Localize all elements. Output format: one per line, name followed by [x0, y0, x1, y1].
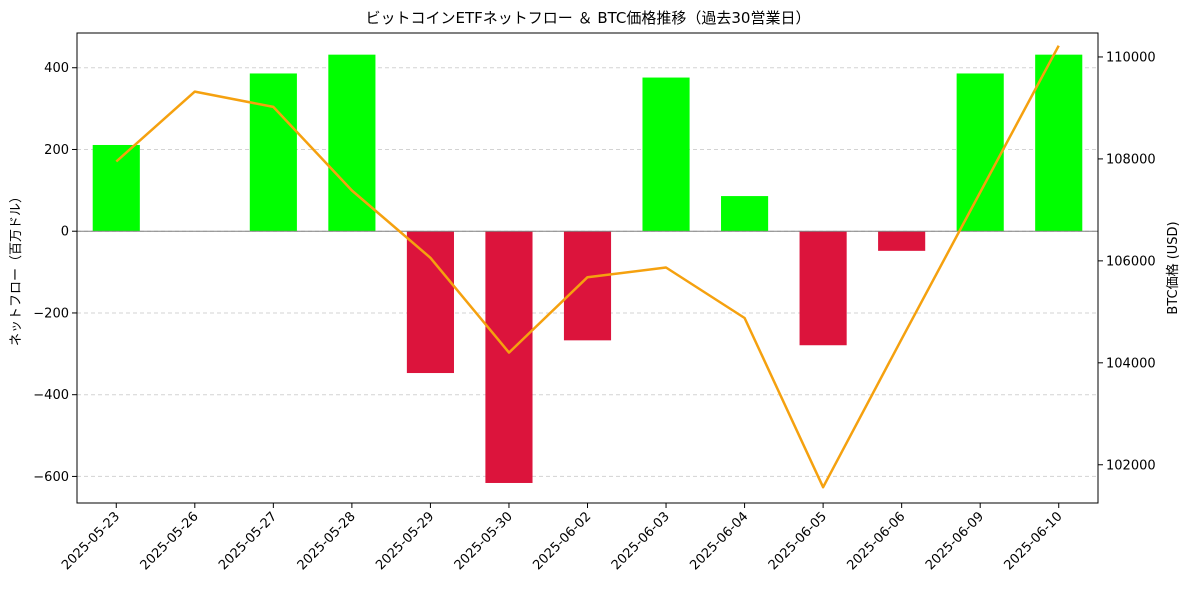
flow-bar [956, 73, 1004, 232]
x-tick-label: 2025-05-27 [216, 509, 280, 573]
flow-bar [1035, 54, 1083, 232]
y-tick-label: 400 [44, 61, 69, 76]
right-axis-title: BTC価格 (USD) [1165, 221, 1181, 314]
flow-bar [249, 73, 297, 232]
flow-bar [563, 231, 612, 341]
flow-bar [642, 77, 690, 232]
flow-bar [328, 54, 376, 232]
x-tick-label: 2025-06-02 [530, 509, 594, 573]
left-axis-title: ネットフロー（百万ドル） [9, 190, 24, 346]
y2-tick-label: 106000 [1106, 254, 1156, 269]
flow-bar [485, 231, 533, 483]
flow-bar [878, 231, 926, 251]
btc-price-line [115, 45, 1060, 489]
y2-tick-label: 102000 [1106, 458, 1156, 473]
y2-tick-label: 104000 [1106, 356, 1156, 371]
y2-tick-label: 108000 [1106, 152, 1156, 167]
x-tick-label: 2025-06-04 [687, 509, 751, 573]
x-tick-label: 2025-06-10 [1002, 509, 1066, 573]
x-tick-label: 2025-05-30 [452, 509, 516, 573]
flow-bar [92, 144, 140, 232]
right-y-axis: 110000 108000 106000 104000 102000 [1098, 50, 1156, 473]
x-tick-label: 2025-05-26 [138, 509, 202, 573]
chart-title: ビットコインETFネットフロー ＆ BTC価格推移（過去30営業日） [366, 9, 811, 27]
left-y-axis: 400 200 0 −200 −400 −600 [33, 61, 77, 485]
flow-bar [721, 196, 769, 232]
bar-series [92, 54, 1083, 483]
x-tick-label: 2025-05-23 [59, 509, 123, 573]
x-axis: 2025-05-23 2025-05-26 2025-05-27 2025-05-28… [59, 503, 1066, 573]
y-tick-label: −600 [33, 470, 69, 485]
y-tick-label: 0 [61, 225, 69, 240]
x-tick-label: 2025-05-29 [373, 509, 437, 573]
x-tick-label: 2025-06-06 [844, 509, 908, 573]
x-tick-label: 2025-06-05 [766, 509, 830, 573]
flow-bar [799, 231, 847, 346]
y-tick-label: 200 [44, 143, 69, 158]
x-tick-label: 2025-05-28 [295, 509, 359, 573]
y-tick-label: −200 [33, 306, 69, 321]
y2-tick-label: 110000 [1106, 50, 1156, 65]
flow-bar [406, 231, 454, 374]
y-tick-label: −400 [33, 388, 69, 403]
x-tick-label: 2025-06-03 [609, 509, 673, 573]
x-tick-label: 2025-06-09 [923, 509, 987, 573]
